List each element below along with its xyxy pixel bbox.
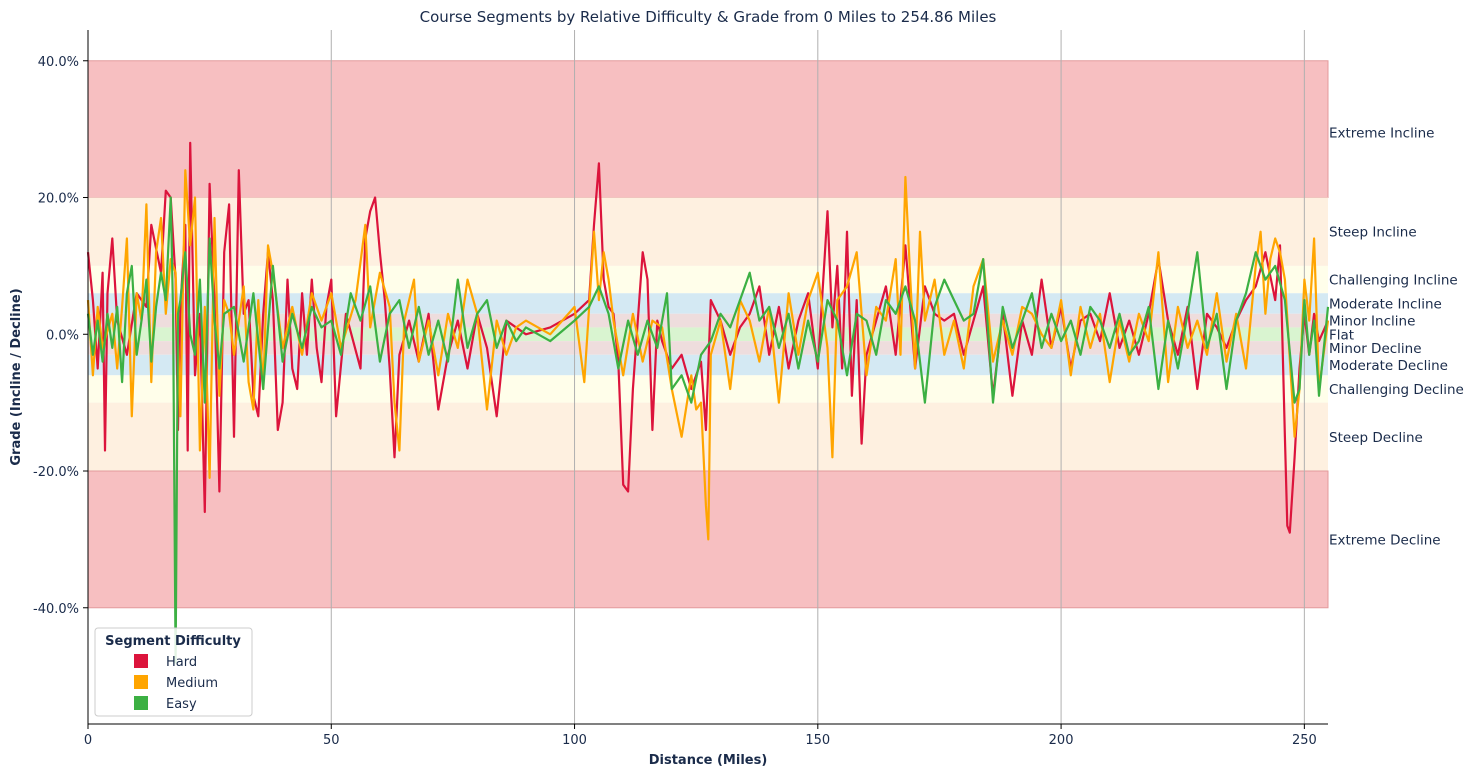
series-line-hard [86, 141, 1330, 534]
y-tick-label-1: 20.0% [38, 192, 79, 207]
band-steep-decline [88, 402, 1328, 472]
axes [87, 30, 1328, 725]
legend: Segment Difficulty Hard Medium Easy [94, 627, 253, 717]
y-tick-label-2: 0.0% [46, 328, 79, 343]
legend-box [94, 627, 253, 717]
band-challenging-incline [88, 265, 1328, 294]
legend-label-easy: Easy [166, 697, 197, 712]
vertical-gridlines [330, 30, 1305, 724]
x-tick-label-0: 0 [84, 733, 92, 748]
band-labels: Extreme Incline Steep Incline Challenging … [1329, 126, 1464, 549]
y-axis-label: Grade (Incline / Decline) [9, 288, 24, 465]
band-label-extreme-decline: Extreme Decline [1329, 532, 1441, 548]
band-moderate-incline [88, 293, 1328, 314]
band-label-minor-incline: Minor Incline [1329, 314, 1415, 330]
band-label-minor-decline: Minor Decline [1329, 341, 1422, 357]
legend-swatch-hard [134, 654, 148, 668]
band-label-flat: Flat [1329, 327, 1354, 343]
x-tick-label-50: 50 [323, 733, 340, 748]
band-label-extreme-incline: Extreme Incline [1329, 126, 1434, 142]
tick-labels: 0 50 100 150 200 250 40.0% 20.0% 0.0% -20.0% -40.0… [33, 55, 1317, 748]
band-label-steep-incline: Steep Incline [1329, 225, 1417, 241]
band-extreme-incline [87, 60, 1329, 199]
legend-swatch-medium [134, 675, 148, 689]
y-tick-label-3: -20.0% [33, 465, 79, 480]
y-tick-label-0: 40.0% [38, 55, 79, 70]
band-label-moderate-decline: Moderate Decline [1329, 358, 1448, 374]
series-line-easy [86, 196, 1330, 664]
band-label-moderate-incline: Moderate Incline [1329, 296, 1442, 312]
series-lines [86, 141, 1330, 664]
band-label-challenging-incline: Challenging Incline [1329, 273, 1458, 289]
band-label-steep-decline: Steep Decline [1329, 430, 1423, 446]
series-line-medium [86, 169, 1330, 541]
x-tick-label-100: 100 [562, 733, 587, 748]
y-tick-label-4: -40.0% [33, 602, 79, 617]
legend-entries: Hard Medium Easy [134, 654, 218, 712]
band-label-challenging-decline: Challenging Decline [1329, 382, 1464, 398]
legend-label-hard: Hard [166, 655, 197, 670]
x-axis-label: Distance (Miles) [649, 753, 768, 768]
legend-label-medium: Medium [166, 676, 218, 691]
band-steep-incline [88, 197, 1328, 266]
x-tick-label-200: 200 [1049, 733, 1074, 748]
x-tick-label-250: 250 [1292, 733, 1317, 748]
legend-swatch-easy [134, 696, 148, 710]
chart-title: Course Segments by Relative Difficulty &… [420, 8, 997, 26]
legend-title: Segment Difficulty [105, 634, 241, 649]
x-tick-label-150: 150 [805, 733, 830, 748]
